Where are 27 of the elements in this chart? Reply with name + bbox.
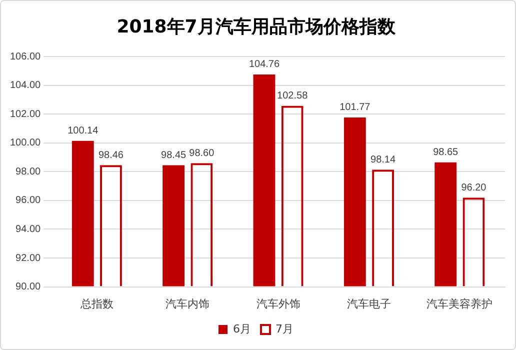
- x-tick-label: 汽车电子: [346, 297, 391, 310]
- y-tick-label: 104.00: [10, 80, 42, 92]
- y-tick-label: 90.00: [16, 282, 42, 293]
- x-tick-label: 汽车美容养护: [426, 297, 493, 310]
- x-tick-label: 汽车内饰: [166, 297, 210, 310]
- legend-label: 7月: [276, 322, 294, 336]
- y-tick-label: 92.00: [16, 252, 42, 264]
- x-tick-label: 汽车外饰: [256, 297, 300, 310]
- data-label: 100.14: [68, 126, 99, 137]
- data-label: 98.65: [433, 147, 459, 158]
- data-label: 98.46: [98, 150, 124, 161]
- data-label: 96.20: [461, 182, 487, 194]
- x-tick-label: 总指数: [79, 297, 114, 310]
- data-label: 102.58: [277, 90, 308, 102]
- legend-label: 6月: [233, 322, 251, 336]
- data-label: 104.76: [248, 59, 280, 70]
- chart-title: 2018年7月汽车用品市场价格指数: [116, 16, 396, 38]
- y-tick-label: 96.00: [16, 195, 42, 206]
- y-tick-label: 102.00: [10, 108, 42, 120]
- y-tick-label: 100.00: [10, 138, 42, 149]
- data-label: 98.45: [161, 150, 186, 161]
- y-tick-label: 106.00: [10, 51, 42, 62]
- data-label: 101.77: [340, 102, 371, 114]
- data-label: 98.60: [189, 148, 215, 159]
- y-tick-label: 98.00: [16, 166, 42, 178]
- y-tick-label: 94.00: [16, 224, 42, 235]
- data-label: 98.14: [370, 154, 396, 166]
